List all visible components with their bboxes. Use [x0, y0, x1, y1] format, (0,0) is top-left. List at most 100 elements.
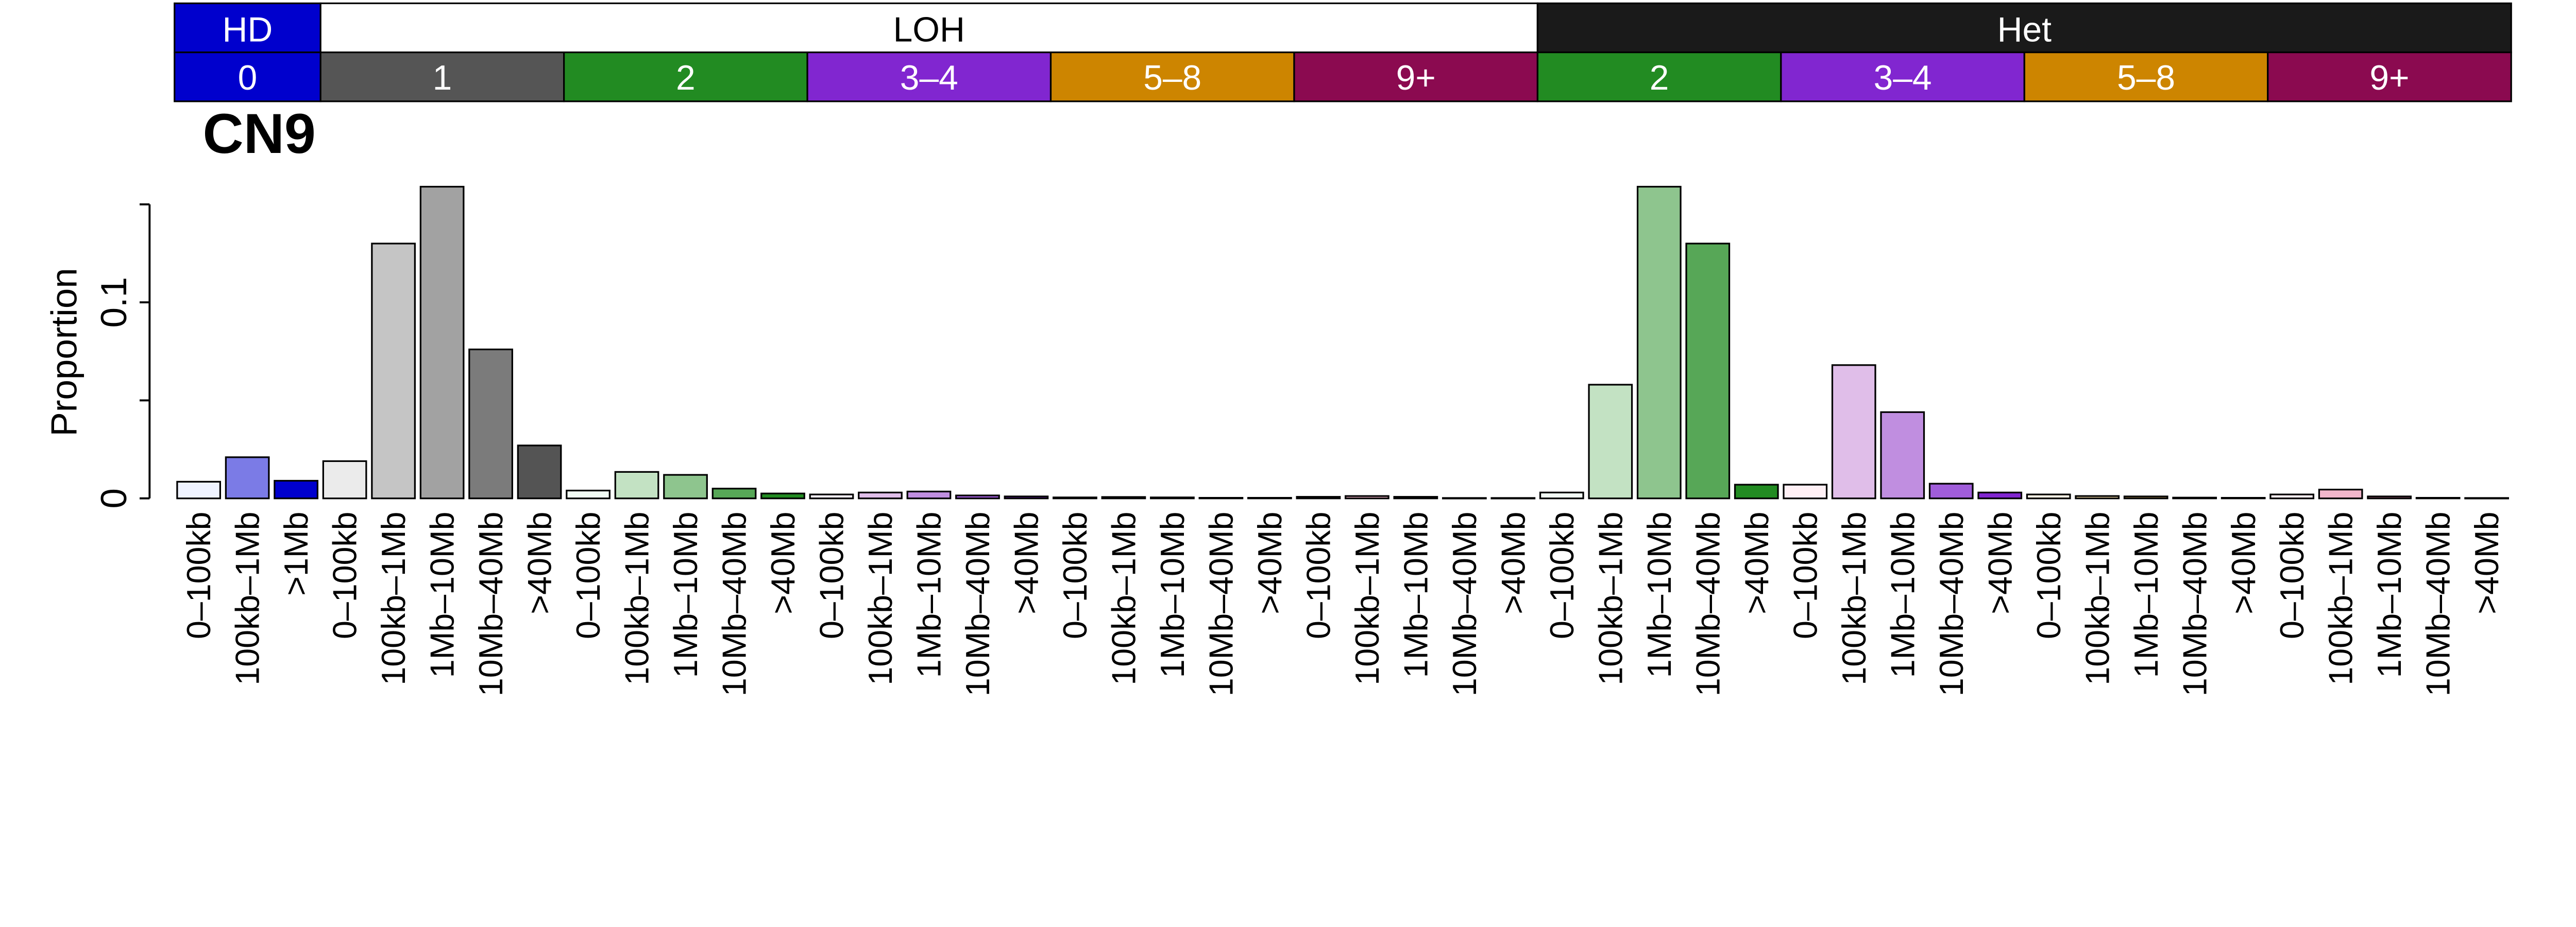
bar [1636, 185, 1682, 500]
x-tick-label: >40Mb [2225, 512, 2262, 614]
header-cn-label: 9+ [1396, 59, 1436, 97]
bar [663, 474, 708, 500]
bar [1053, 496, 1097, 500]
bar [858, 491, 903, 500]
x-tick-label: >40Mb [2468, 512, 2505, 614]
x-tick-label: 100kb–1Mb [1592, 512, 1629, 685]
bar [2221, 496, 2266, 500]
x-tick-label: 10Mb–40Mb [1689, 512, 1726, 697]
bar [1393, 496, 1438, 500]
y-axis-label: Proportion [44, 268, 84, 436]
x-tick-label: 1Mb–10Mb [1397, 512, 1434, 678]
x-tick-label: 1Mb–10Mb [424, 512, 461, 678]
cn-signature-chart: HD LOH Het 0 1 2 3–4 5–8 9+ 2 3–4 5–8 9+ CN9 Proport… [44, 2, 2512, 697]
bar [2026, 493, 2071, 500]
bar [955, 494, 1000, 500]
bar [274, 479, 318, 500]
bar [2464, 497, 2509, 500]
x-tick-label: 100kb–1Mb [2079, 512, 2116, 685]
bar [1490, 497, 1536, 500]
x-tick-label: 1Mb–10Mb [2128, 512, 2165, 678]
header-cn-label: 2 [1650, 59, 1669, 97]
header-cn-label: 3–4 [900, 59, 958, 97]
header-cn-label: 1 [433, 59, 452, 97]
header-group-label: HD [223, 11, 273, 49]
x-tick-label: 100kb–1Mb [229, 512, 266, 685]
category-header: HD LOH Het 0 1 2 3–4 5–8 9+ 2 3–4 5–8 9+ [174, 2, 2512, 102]
bar [1977, 491, 2023, 500]
bar [2075, 495, 2120, 500]
bar [760, 492, 805, 500]
bar [809, 493, 854, 500]
x-tick-label: >1Mb [278, 512, 315, 596]
bar [419, 185, 465, 500]
x-tick-label: 0–100kb [570, 512, 607, 639]
x-tick-label: 10Mb–40Mb [2176, 512, 2213, 697]
x-tick-label: 10Mb–40Mb [959, 512, 996, 697]
x-axis-labels: 0–100kb 100kb–1Mb >1Mb 0–100kb 100kb–1Mb 1Mb–… [180, 512, 2505, 697]
x-tick-label: 100kb–1Mb [862, 512, 899, 685]
x-tick-label: 1Mb–10Mb [1884, 512, 1921, 678]
bar [371, 243, 416, 500]
header-cn-box [806, 51, 1052, 102]
x-tick-label: 10Mb–40Mb [472, 512, 510, 697]
header-cn-label: 0 [238, 59, 258, 97]
bar [1783, 484, 1828, 500]
x-tick-label: 10Mb–40Mb [1446, 512, 1483, 697]
bar [2367, 495, 2412, 500]
bar [517, 444, 562, 500]
header-cn-label: 9+ [2369, 59, 2409, 97]
y-axis: 00.1 [94, 203, 151, 508]
header-cn-label: 5–8 [2117, 59, 2175, 97]
x-tick-label: >40Mb [1495, 512, 1532, 614]
x-tick-label: 100kb–1Mb [1836, 512, 1873, 685]
header-cn-box [1293, 51, 1539, 102]
header-group-het [1536, 2, 2512, 54]
bar [1150, 496, 1195, 500]
bar [1101, 496, 1146, 500]
x-tick-label: 0–100kb [1544, 512, 1581, 639]
header-cn-box [319, 51, 565, 102]
y-tick-label: 0 [94, 488, 134, 508]
x-tick-label: 100kb–1Mb [1349, 512, 1386, 685]
x-tick-label: >40Mb [1981, 512, 2019, 614]
x-tick-label: 0–100kb [814, 512, 851, 639]
bar [1004, 495, 1049, 500]
x-tick-label: 1Mb–10Mb [1154, 512, 1191, 678]
bar [1588, 384, 1633, 500]
x-tick-label: 1Mb–10Mb [2371, 512, 2408, 678]
x-tick-label: 100kb–1Mb [619, 512, 656, 685]
x-tick-label: 10Mb–40Mb [1933, 512, 1970, 697]
bar [1247, 496, 1292, 500]
header-cn-label: 5–8 [1143, 59, 1201, 97]
header-cn-label: 3–4 [1874, 59, 1932, 97]
bar [906, 490, 952, 500]
x-tick-label: 100kb–1Mb [1106, 512, 1143, 685]
x-tick-label: 100kb–1Mb [2323, 512, 2360, 685]
bar [1880, 411, 1925, 500]
bar [1198, 496, 1244, 500]
x-tick-label: 10Mb–40Mb [2420, 512, 2457, 697]
bar [2318, 488, 2363, 500]
x-tick-label: 0–100kb [2274, 512, 2311, 639]
bar [1928, 483, 1974, 500]
x-tick-label: >40Mb [521, 512, 558, 614]
bar [2172, 496, 2217, 500]
x-tick-label: 1Mb–10Mb [667, 512, 704, 678]
header-cn-box [563, 51, 808, 102]
bar [2123, 495, 2168, 500]
x-tick-label: >40Mb [1008, 512, 1045, 614]
header-cn-box [2267, 51, 2512, 102]
x-tick-label: 1Mb–10Mb [1641, 512, 1678, 678]
y-tick-label: 0.1 [94, 277, 134, 328]
header-cn-box [1536, 51, 1782, 102]
bar [468, 348, 513, 500]
header-group-hd [174, 2, 321, 54]
header-group-label: Het [1997, 11, 2052, 49]
x-tick-label: 0–100kb [180, 512, 217, 639]
bar [1685, 243, 1731, 500]
x-tick-label: >40Mb [765, 512, 802, 614]
bar [1344, 495, 1389, 500]
header-cn-box [2023, 51, 2269, 102]
x-tick-label: 100kb–1Mb [375, 512, 412, 685]
